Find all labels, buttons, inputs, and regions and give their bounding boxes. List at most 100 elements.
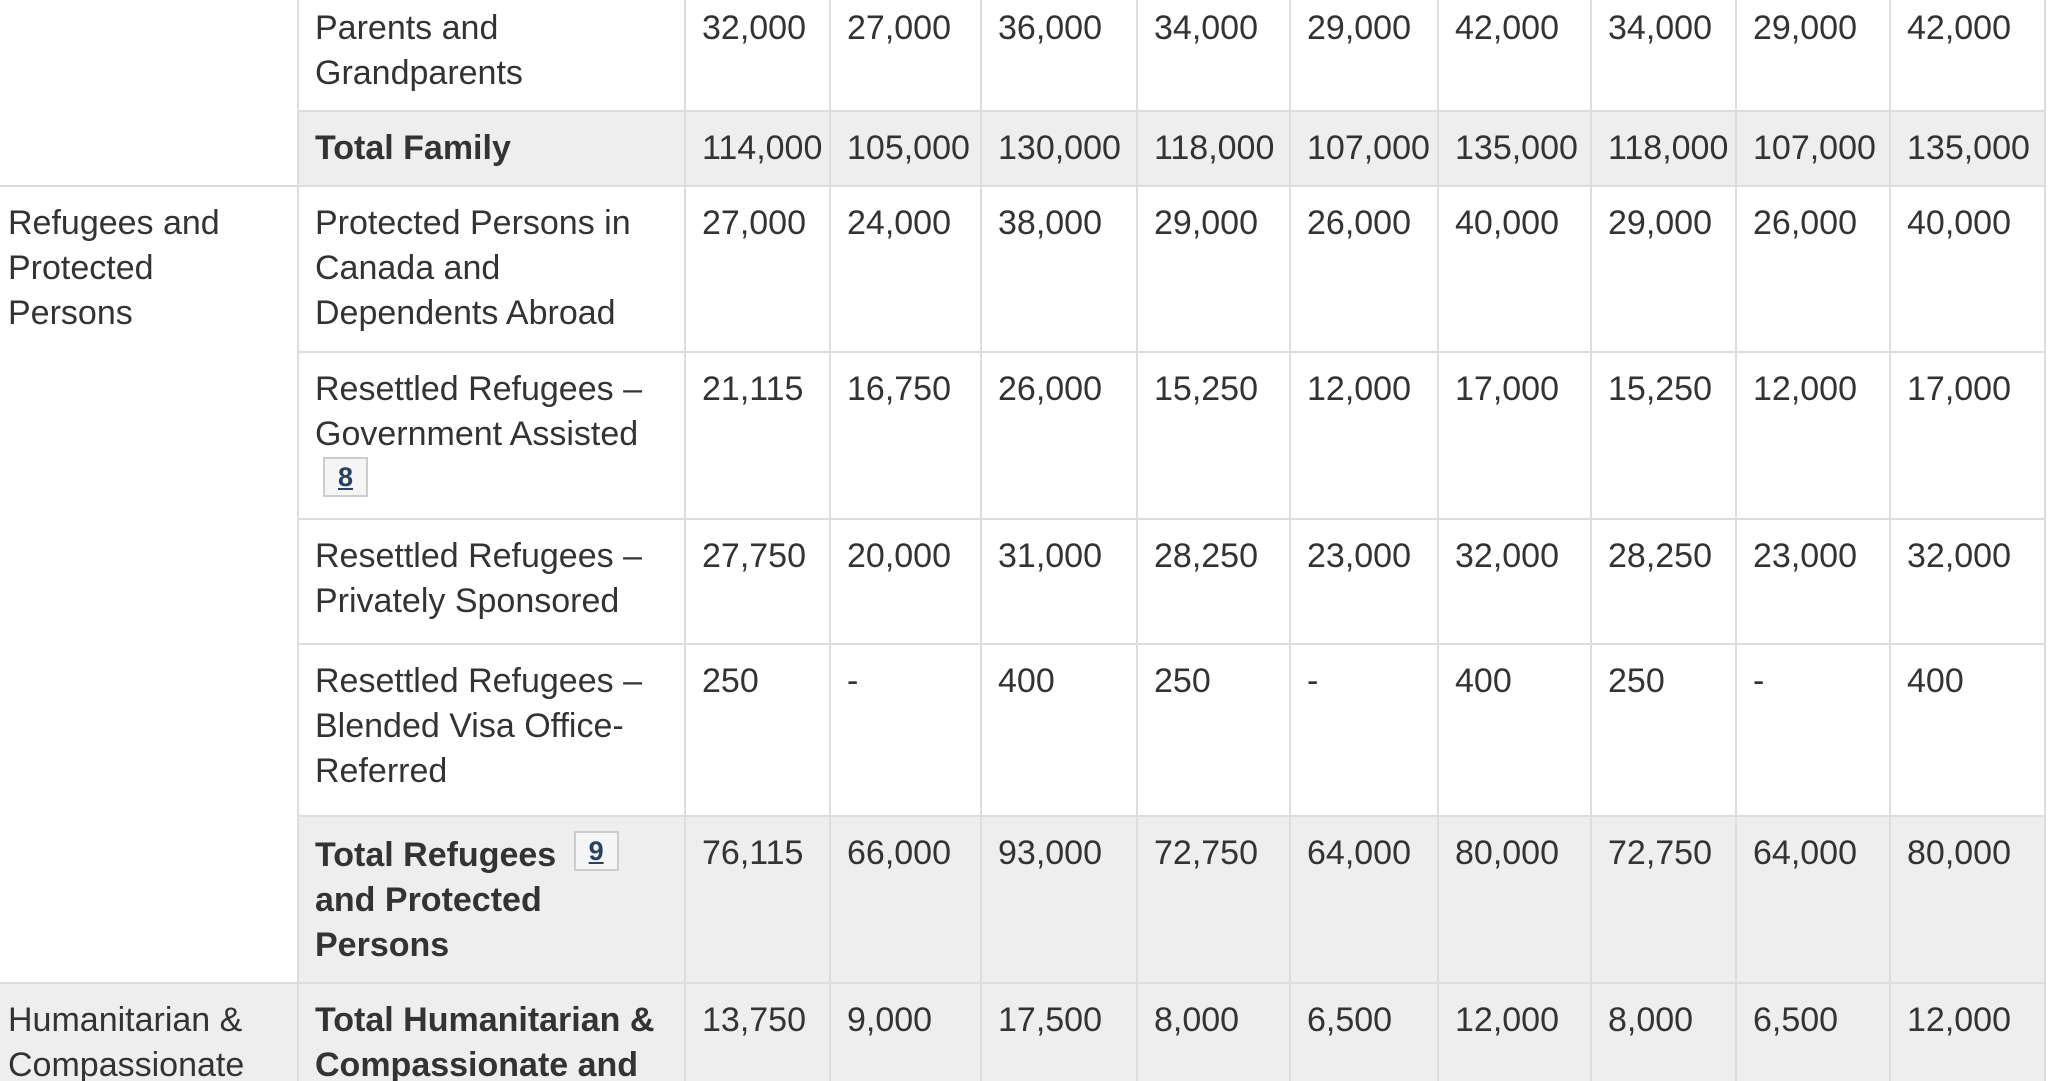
table-row: Resettled Refugees – Blended Visa Office… [0,642,2046,817]
value-cell: 29,000 [1590,185,1737,353]
value-cell: 32,000 [1437,517,1592,645]
row-category-label: Total Family [315,129,511,167]
value-cell: - [1735,642,1891,817]
value-cell: - [1289,642,1439,817]
value-cell: 118,000 [1590,110,1737,187]
value-cell: 64,000 [1735,814,1891,984]
row-category-label: Protected Persons in Canada and Dependen… [315,204,631,332]
value-cell: 42,000 [1437,0,1592,112]
row-category-label: Resettled Refugees – Privately Sponsored [315,536,642,620]
value-cell: 72,750 [1136,814,1291,984]
value-cell: 28,250 [1590,517,1737,645]
value-cell: 17,000 [1889,351,2046,520]
row-group-label: Humanitarian & Compassionate and Other [8,1000,245,1081]
value-cell: 400 [1889,642,2046,817]
value-cell: 26,000 [980,351,1138,520]
value-cell: 15,250 [1136,351,1291,520]
row-category-label: Resettled Refugees – Blended Visa Office… [315,661,642,790]
value-cell: - [829,642,982,817]
value-cell: 16,750 [829,351,982,520]
value-cell: 13,750 [684,981,831,1081]
value-cell: 250 [1136,642,1291,817]
value-cell: 34,000 [1136,0,1291,112]
value-cell: 72,750 [1590,814,1737,984]
footnote-8-link[interactable]: 8 [338,462,354,492]
value-cell: 40,000 [1889,185,2046,353]
value-cell: 107,000 [1289,110,1439,187]
value-cell: 400 [1437,642,1592,817]
value-cell: 15,250 [1590,351,1737,520]
footnote-9-ref: 9 [573,830,619,871]
value-cell: 93,000 [980,814,1138,984]
value-cell: 23,000 [1289,517,1439,645]
value-cell: 400 [980,642,1138,817]
row-category-cell: Resettled Refugees – Government Assisted… [297,351,686,520]
row-category-label: Total Refugees [315,835,557,874]
value-cell: 114,000 [684,110,831,187]
row-category-cell: Total Refugees 9 and Protected Persons [297,814,686,984]
table-row: Resettled Refugees – Privately Sponsored… [0,517,2046,645]
value-cell: 29,000 [1735,0,1891,112]
value-cell: 32,000 [684,0,831,112]
row-category-cell: Protected Persons in Canada and Dependen… [297,185,686,353]
value-cell: 135,000 [1889,110,2046,187]
value-cell: 12,000 [1437,981,1592,1081]
row-category-cell: Total Family [297,110,686,187]
value-cell: 118,000 [1136,110,1291,187]
value-cell: 42,000 [1889,0,2046,112]
value-cell: 107,000 [1735,110,1891,187]
value-cell: 24,000 [829,185,982,353]
value-cell: 29,000 [1289,0,1439,112]
value-cell: 27,000 [684,185,831,353]
value-cell: 21,115 [684,351,831,520]
value-cell: 80,000 [1437,814,1592,984]
value-cell: 36,000 [980,0,1138,112]
value-cell: 27,000 [829,0,982,112]
value-cell: 8,000 [1590,981,1737,1081]
value-cell: 105,000 [829,110,982,187]
row-category-label-continued: and Protected Persons [315,880,542,964]
total-row: Humanitarian & Compassionate and Other To… [0,981,2046,1081]
value-cell: 64,000 [1289,814,1439,984]
value-cell: 20,000 [829,517,982,645]
value-cell: 130,000 [980,110,1138,187]
value-cell: 250 [1590,642,1737,817]
table-row: Refugees and Protected Persons Protected … [0,185,2046,984]
value-cell: 32,000 [1889,517,2046,645]
row-group-header [0,0,299,187]
footnote-9-link[interactable]: 9 [588,835,604,866]
total-row: Total Refugees 9 and Protected Persons 76,… [0,814,2046,984]
value-cell: 76,115 [684,814,831,984]
value-cell: 17,500 [980,981,1138,1081]
row-category-label: Total Humanitarian & Compassionate and O… [315,1000,655,1081]
value-cell: 9,000 [829,981,982,1081]
value-cell: 6,500 [1735,981,1891,1081]
value-cell: 27,750 [684,517,831,645]
row-group-header: Humanitarian & Compassionate and Other [0,981,299,1081]
value-cell: 40,000 [1437,185,1592,353]
value-cell: 26,000 [1289,185,1439,353]
table-row: Resettled Refugees – Government Assisted… [0,351,2046,520]
row-category-cell: Total Humanitarian & Compassionate and O… [297,981,686,1081]
value-cell: 6,500 [1289,981,1439,1081]
value-cell: 8,000 [1136,981,1291,1081]
value-cell: 34,000 [1590,0,1737,112]
row-group-header: Refugees and Protected Persons [0,185,299,984]
value-cell: 135,000 [1437,110,1592,187]
value-cell: 12,000 [1289,351,1439,520]
row-group-label: Refugees and Protected Persons [8,204,220,332]
value-cell: 66,000 [829,814,982,984]
row-category-cell: Resettled Refugees – Blended Visa Office… [297,642,686,817]
value-cell: 250 [684,642,831,817]
value-cell: 28,250 [1136,517,1291,645]
row-category-label: Parents and Grandparents [315,9,523,92]
row-category-cell: Resettled Refugees – Privately Sponsored [297,517,686,645]
value-cell: 12,000 [1889,981,2046,1081]
value-cell: 29,000 [1136,185,1291,353]
value-cell: 26,000 [1735,185,1891,353]
value-cell: 23,000 [1735,517,1891,645]
total-row: Total Family 114,000 105,000 130,000 118,000… [0,110,2046,187]
value-cell: 80,000 [1889,814,2046,984]
